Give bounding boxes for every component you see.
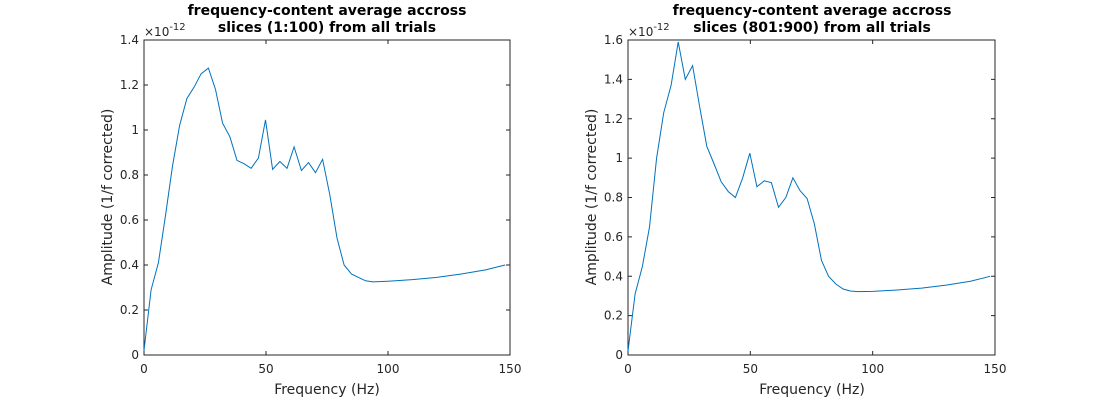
y-tick-label: 0.4 — [604, 269, 623, 283]
y-tick-label: 1.6 — [604, 33, 623, 47]
y-tick-label: 0.6 — [120, 213, 139, 227]
chart-title-line1: frequency-content average accross — [188, 3, 467, 19]
y-tick-label: 1.2 — [120, 78, 139, 92]
x-axis-label-right: Frequency (Hz) — [759, 382, 865, 398]
series-line-right — [627, 41, 991, 352]
chart-title-line2: slices (801:900) from all trials — [693, 20, 931, 36]
y-tick-label: 1.2 — [604, 112, 623, 126]
x-tick-label: 50 — [258, 362, 273, 376]
y-axis-label-left: Amplitude (1/f corrected) — [100, 109, 116, 286]
y-tick-label: 0 — [131, 348, 139, 362]
x-tick-label: 0 — [624, 362, 632, 376]
y-tick-label: 0.8 — [120, 168, 139, 182]
y-tick-label: 1.4 — [604, 72, 623, 86]
chart-title-line1: frequency-content average accross — [673, 3, 952, 19]
x-ticks-right: 0 50 100 150 — [624, 40, 1006, 376]
y-tick-label: 1 — [615, 151, 623, 165]
series-line-left — [143, 67, 506, 351]
x-tick-label: 150 — [984, 362, 1007, 376]
x-ticks-left: 0 50 100 150 — [140, 40, 521, 376]
y-tick-label: 0.2 — [120, 303, 139, 317]
y-tick-label: 0.6 — [604, 230, 623, 244]
y-tick-label: 0 — [615, 348, 623, 362]
plot-area-left — [143, 39, 511, 356]
y-tick-label: 1 — [131, 123, 139, 137]
y-ticks-right: 0 0.2 0.4 0.6 0.8 1 1.2 1.4 1.6 — [604, 33, 995, 362]
x-tick-label: 150 — [499, 362, 522, 376]
x-tick-label: 100 — [861, 362, 884, 376]
y-exponent-label-left: ×10-12 — [144, 22, 186, 39]
chart-title-line2: slices (1:100) from all trials — [218, 20, 436, 36]
x-tick-label: 50 — [743, 362, 758, 376]
y-exponent-label-right: ×10-12 — [628, 22, 670, 39]
x-tick-label: 100 — [377, 362, 400, 376]
x-tick-label: 0 — [140, 362, 148, 376]
y-tick-label: 0.2 — [604, 309, 623, 323]
y-tick-label: 0.8 — [604, 191, 623, 205]
y-ticks-left: 0 0.2 0.4 0.6 0.8 1 1.2 1.4 — [120, 33, 510, 362]
x-axis-label-left: Frequency (Hz) — [274, 382, 380, 398]
y-axis-label-right: Amplitude (1/f corrected) — [584, 109, 600, 286]
plot-area-right — [627, 39, 996, 356]
chart-left: frequency-content average accross slices… — [100, 3, 521, 398]
y-tick-label: 1.4 — [120, 33, 139, 47]
chart-right: frequency-content average accross slices… — [584, 3, 1006, 398]
y-tick-label: 0.4 — [120, 258, 139, 272]
